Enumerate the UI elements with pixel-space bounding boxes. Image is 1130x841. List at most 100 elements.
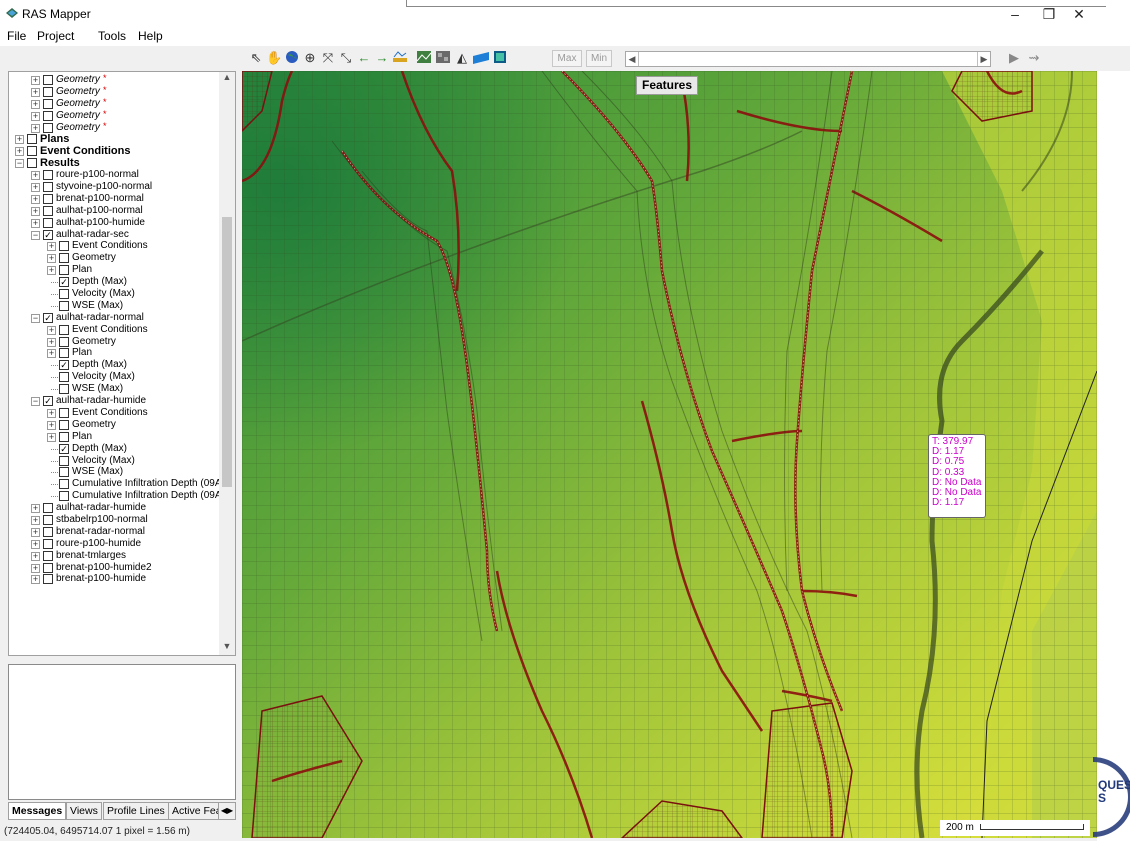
expand-icon[interactable]: + [15, 146, 24, 157]
tree-item[interactable]: + Event Conditions [9, 145, 219, 157]
layer-checkbox[interactable] [59, 324, 69, 335]
expand-icon[interactable]: + [31, 86, 40, 97]
layer-checkbox[interactable] [43, 98, 53, 109]
menu-project[interactable]: Project [37, 29, 75, 43]
expand-icon[interactable]: + [47, 265, 56, 276]
zoom-full-icon[interactable]: ⤡ [340, 50, 352, 65]
layer-checkbox[interactable] [59, 289, 69, 300]
expand-icon[interactable]: + [31, 98, 40, 109]
layer-checkbox[interactable]: ✓ [59, 360, 69, 371]
tree-item[interactable]: − ✓ aulhat-radar-humide [9, 395, 219, 407]
layer-checkbox[interactable] [43, 503, 53, 514]
expand-icon[interactable]: + [31, 550, 40, 561]
tree-item[interactable]: + Geometry [9, 252, 219, 264]
zoom-in-icon[interactable]: ⊕ [304, 50, 316, 65]
water-icon[interactable] [473, 50, 489, 66]
layer-checkbox[interactable] [59, 372, 69, 383]
play-icon[interactable]: ▶ [1009, 50, 1019, 65]
tab-messages[interactable]: Messages [8, 802, 67, 820]
back-arrow-icon[interactable]: ← [357, 50, 371, 65]
layer-checkbox[interactable] [43, 526, 53, 537]
expand-icon[interactable]: + [31, 122, 40, 133]
expand-icon[interactable]: + [31, 503, 40, 514]
restore-button[interactable]: ❐ [1042, 6, 1056, 22]
time-forward-icon[interactable]: ▶ [977, 52, 990, 66]
tree-item[interactable]: + Event Conditions [9, 407, 219, 419]
pan-hand-icon[interactable]: ✋ [266, 50, 283, 65]
collapse-icon[interactable]: − [31, 229, 40, 240]
tree-item[interactable]: − ✓ aulhat-radar-normal [9, 312, 219, 324]
layer-checkbox[interactable]: ✓ [43, 396, 53, 407]
layer-checkbox[interactable] [59, 419, 69, 430]
collapse-icon[interactable]: − [15, 158, 24, 169]
layer-checkbox[interactable] [59, 479, 69, 490]
menu-file[interactable]: File [7, 29, 27, 43]
expand-icon[interactable]: + [47, 407, 56, 418]
layer-checkbox[interactable]: ✓ [59, 277, 69, 288]
layer-checkbox[interactable] [43, 182, 53, 193]
animation-options-icon[interactable]: ⇝ [1028, 50, 1040, 65]
expand-icon[interactable]: + [31, 75, 40, 85]
layer-checkbox[interactable] [43, 122, 53, 133]
max-button[interactable]: Max [552, 50, 582, 67]
tree-item[interactable]: WSE (Max) [9, 466, 219, 478]
scroll-thumb[interactable] [222, 217, 232, 487]
tree-item[interactable]: + roure-p100-normal [9, 169, 219, 181]
expand-icon[interactable]: + [31, 574, 40, 585]
tree-item[interactable]: + Geometry * [9, 121, 219, 134]
collapse-icon[interactable]: − [31, 396, 40, 407]
layer-icon[interactable]: ◭ [457, 50, 467, 65]
expand-icon[interactable]: + [31, 562, 40, 573]
tree-item[interactable]: + aulhat-p100-humide [9, 217, 219, 229]
tab-scroll-icon[interactable]: ◀▶ [218, 802, 236, 820]
layer-checkbox[interactable] [27, 146, 37, 157]
tree-item[interactable]: + brenat-p100-normal [9, 193, 219, 205]
layer-checkbox[interactable] [43, 574, 53, 585]
tree-item[interactable]: ✓ Depth (Max) [9, 443, 219, 455]
tree-item[interactable]: + brenat-tmlarges [9, 550, 219, 562]
tree-item[interactable]: + stbabelrp100-normal [9, 514, 219, 526]
layer-checkbox[interactable] [43, 514, 53, 525]
expand-icon[interactable]: + [31, 205, 40, 216]
collapse-icon[interactable]: − [31, 312, 40, 323]
expand-icon[interactable]: + [47, 348, 56, 359]
tree-item[interactable]: + brenat-radar-normal [9, 526, 219, 538]
expand-icon[interactable]: + [31, 170, 40, 181]
expand-icon[interactable]: + [31, 526, 40, 537]
globe-icon[interactable] [284, 50, 300, 66]
profile-icon[interactable] [416, 50, 432, 66]
tree-item[interactable]: Velocity (Max) [9, 455, 219, 467]
expand-icon[interactable]: + [47, 253, 56, 264]
tree-item[interactable]: + brenat-p100-humide2 [9, 562, 219, 574]
scroll-down-icon[interactable]: ▼ [222, 641, 232, 651]
layer-checkbox[interactable] [59, 300, 69, 311]
expand-icon[interactable]: + [31, 538, 40, 549]
expand-icon[interactable]: + [47, 431, 56, 442]
expand-icon[interactable]: + [47, 324, 56, 335]
layer-checkbox[interactable] [59, 491, 69, 502]
layer-checkbox[interactable] [59, 241, 69, 252]
tree-item[interactable]: + brenat-p100-humide [9, 573, 219, 585]
tree-item[interactable]: ✓ Depth (Max) [9, 359, 219, 371]
tree-item[interactable]: + Event Conditions [9, 324, 219, 336]
tree-item[interactable]: − Results [9, 157, 219, 169]
zoom-extent-icon[interactable]: ⤧ [322, 50, 334, 65]
min-button[interactable]: Min [586, 50, 612, 67]
expand-icon[interactable]: + [31, 182, 40, 193]
tree-item[interactable]: + Geometry [9, 336, 219, 348]
time-back-icon[interactable]: ◀ [626, 52, 639, 66]
layer-checkbox[interactable]: ✓ [43, 312, 53, 323]
select-arrow-icon[interactable]: ⇖ [250, 50, 262, 65]
database-icon[interactable] [492, 50, 508, 66]
tree-item[interactable]: + styvoine-p100-normal [9, 181, 219, 193]
expand-icon[interactable]: + [31, 110, 40, 121]
layer-checkbox[interactable] [59, 265, 69, 276]
tree-item[interactable]: + Geometry * [9, 109, 219, 122]
tree-item[interactable]: + Plan [9, 347, 219, 359]
tree-item[interactable]: Velocity (Max) [9, 371, 219, 383]
layer-checkbox[interactable] [43, 550, 53, 561]
tree-item[interactable]: + roure-p100-humide [9, 538, 219, 550]
features-button[interactable]: Features [636, 76, 698, 95]
expand-icon[interactable]: + [31, 217, 40, 228]
time-slider[interactable]: ◀ ▶ [625, 51, 991, 67]
